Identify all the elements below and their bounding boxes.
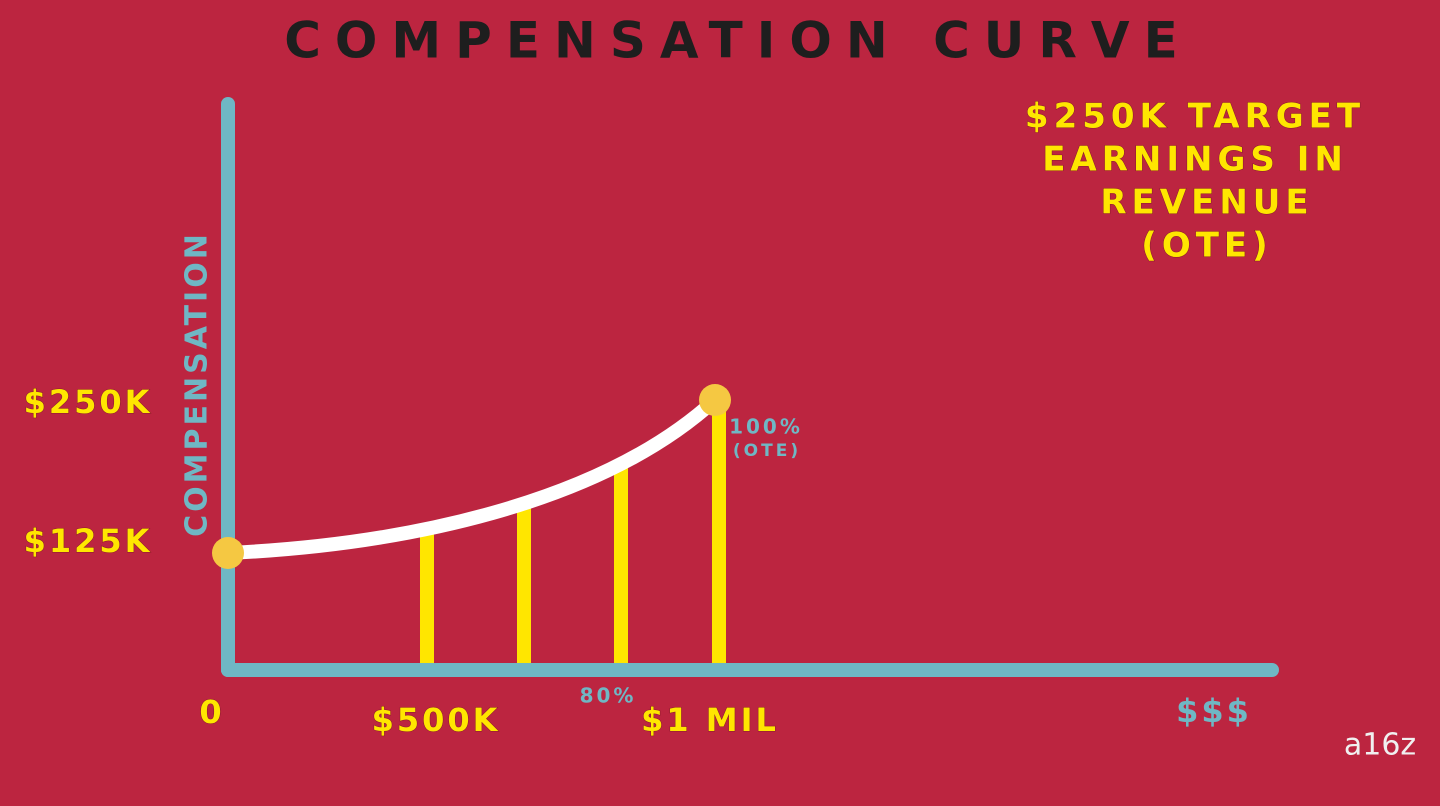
bar <box>614 466 628 666</box>
annotation-line: EARNINGS IN <box>1042 140 1348 180</box>
y-axis-label: COMPENSATION <box>180 231 215 537</box>
x-tick-label: $1 MIL <box>641 701 779 739</box>
annotation-line: REVENUE <box>1100 183 1313 223</box>
title: COMPENSATION CURVE <box>284 12 1192 70</box>
bar <box>712 402 726 666</box>
point-label: 80% <box>580 684 637 708</box>
point-label: 100% <box>729 415 803 439</box>
annotation-line: (OTE) <box>1141 226 1272 266</box>
logo: a16z <box>1344 728 1416 763</box>
y-tick-label: $250K <box>24 383 153 421</box>
x-tick-label: $500K <box>372 701 501 739</box>
bar <box>420 532 434 666</box>
annotation-line: $250K TARGET <box>1025 97 1365 137</box>
point <box>212 537 244 569</box>
point <box>699 384 731 416</box>
curve <box>221 393 722 560</box>
bars <box>420 402 726 666</box>
x-tick-label: 0 <box>199 693 224 731</box>
y-tick-label: $125K <box>24 522 153 560</box>
x-tick-label: $$$ <box>1176 692 1252 730</box>
point-note: (OTE) <box>733 441 801 461</box>
bar <box>517 506 531 666</box>
